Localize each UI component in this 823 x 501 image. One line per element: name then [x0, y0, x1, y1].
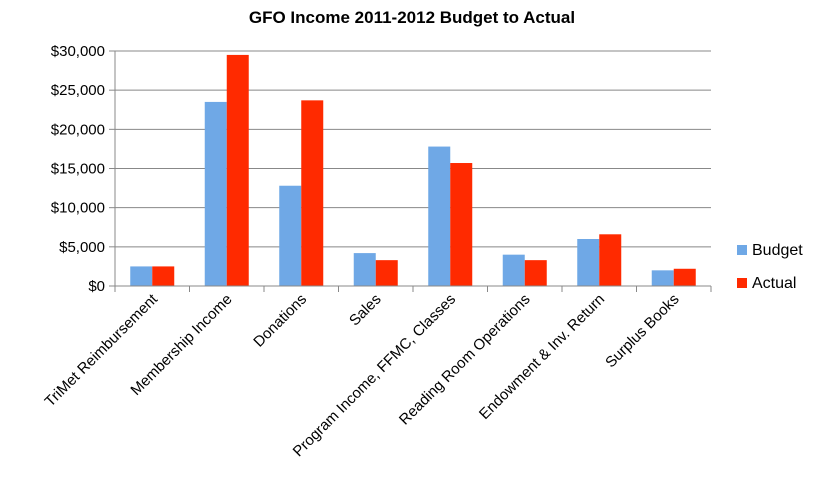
x-tick-label: Program Income, FFMC, Classes — [290, 291, 459, 460]
x-tick-label: Sales — [346, 291, 385, 330]
bars — [130, 54, 696, 287]
bar-budget — [204, 101, 227, 287]
bar-budget — [577, 239, 600, 286]
bar-budget — [279, 185, 302, 286]
x-tick-label: Surplus Books — [602, 291, 682, 371]
y-tick-label: $10,000 — [51, 200, 105, 217]
bar-actual — [226, 54, 249, 286]
gridlines — [115, 50, 711, 248]
y-tick-label: $15,000 — [51, 161, 105, 178]
bar-actual — [524, 260, 547, 286]
y-tick-label: $25,000 — [51, 82, 105, 99]
bar-budget — [651, 270, 674, 286]
x-tick-label: Reading Room Operations — [396, 291, 534, 429]
bar-actual — [301, 100, 324, 286]
bar-budget — [428, 146, 451, 286]
y-tick-label: $0 — [88, 278, 105, 295]
y-axis-ticks: $0 $5,000 $10,000 $15,000 $20,000 $25,000 $30,… — [51, 43, 115, 295]
bar-actual — [375, 260, 398, 286]
y-tick-label: $20,000 — [51, 121, 105, 138]
legend-swatch-actual — [737, 278, 747, 288]
legend-label-budget: Budget — [752, 242, 803, 259]
bar-actual — [152, 266, 175, 286]
legend-label-actual: Actual — [752, 275, 796, 292]
y-tick-label: $30,000 — [51, 43, 105, 60]
bar-actual — [450, 163, 473, 286]
chart-title: GFO Income 2011-2012 Budget to Actual — [249, 8, 575, 27]
bar-actual — [673, 268, 696, 286]
bar-budget — [502, 254, 525, 286]
y-tick-label: $5,000 — [59, 239, 105, 256]
legend: Budget Actual — [737, 242, 803, 292]
bar-actual — [599, 234, 622, 286]
bar-budget — [353, 253, 376, 286]
x-tick-label: Endowment & Inv. Return — [476, 291, 608, 423]
axes — [114, 51, 712, 292]
bar-budget — [130, 266, 153, 286]
legend-swatch-budget — [737, 245, 747, 255]
x-tick-label: Donations — [250, 291, 310, 351]
